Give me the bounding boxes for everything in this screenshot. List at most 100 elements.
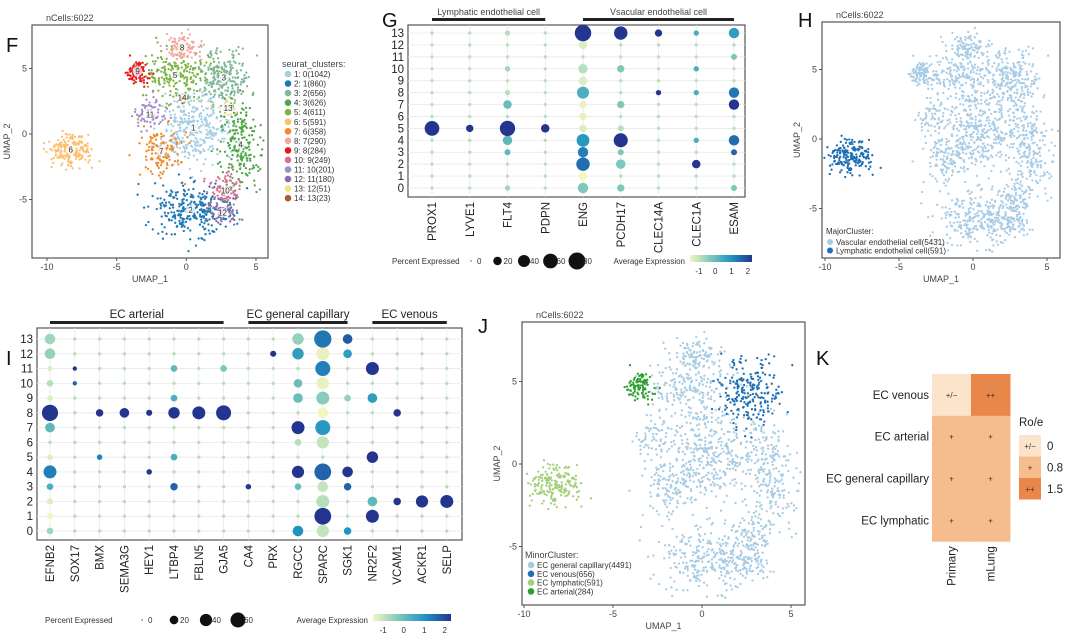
cell-point xyxy=(961,136,964,139)
cell-point xyxy=(1012,119,1015,122)
cell-point xyxy=(1034,158,1038,161)
cell-point xyxy=(979,83,982,86)
cell-point xyxy=(200,221,203,224)
cell-point xyxy=(976,204,979,207)
cell-point xyxy=(719,570,723,574)
cell-point xyxy=(168,147,171,151)
cell-point xyxy=(202,43,206,46)
cell-point xyxy=(197,141,200,144)
cell-point xyxy=(958,40,961,43)
cell-point xyxy=(1009,226,1012,229)
cell-point xyxy=(176,135,180,138)
cell-point xyxy=(941,40,944,44)
cell-point xyxy=(758,441,762,444)
cell-point xyxy=(928,64,931,67)
cell-point xyxy=(150,148,153,152)
cell-point xyxy=(866,150,870,154)
cell-point xyxy=(248,171,251,175)
cell-point xyxy=(706,569,709,572)
cell-point xyxy=(1022,212,1025,215)
cell-point xyxy=(213,195,217,199)
cell-point xyxy=(228,130,231,134)
cell-point xyxy=(204,72,208,75)
cell-point xyxy=(964,142,967,146)
cell-point xyxy=(233,149,236,152)
cell-point xyxy=(712,551,716,554)
cell-point xyxy=(962,151,965,155)
cell-point xyxy=(1006,194,1010,197)
cell-point xyxy=(188,71,191,74)
cell-point xyxy=(153,182,157,185)
cell-point xyxy=(931,87,934,91)
cell-point xyxy=(1033,169,1036,173)
cell-point xyxy=(162,140,165,144)
cell-point xyxy=(934,154,938,158)
cell-point xyxy=(849,151,852,155)
cell-point xyxy=(935,158,938,161)
cell-point xyxy=(759,483,763,486)
cell-point xyxy=(998,68,1002,72)
cell-point xyxy=(190,56,193,59)
cell-point xyxy=(171,147,174,150)
cell-point xyxy=(964,134,968,137)
cell-point xyxy=(228,143,231,147)
cell-point xyxy=(238,62,241,65)
cell-point xyxy=(938,109,941,112)
cell-point xyxy=(234,61,237,65)
cell-point xyxy=(706,471,710,474)
cell-point xyxy=(952,128,955,131)
cell-point xyxy=(1033,122,1036,126)
cell-point xyxy=(737,570,740,573)
cell-point xyxy=(219,85,223,88)
cell-point xyxy=(977,120,981,123)
cell-point xyxy=(674,552,678,556)
cell-point xyxy=(689,479,692,482)
cell-point xyxy=(939,35,943,39)
cell-point xyxy=(238,218,241,221)
legend-swatch xyxy=(284,89,292,97)
cell-point xyxy=(695,577,698,580)
cell-point xyxy=(948,84,952,87)
cell-point xyxy=(771,457,775,460)
cell-point xyxy=(671,594,674,598)
cell-point xyxy=(196,108,199,111)
cell-point xyxy=(994,117,997,120)
cell-point xyxy=(709,532,713,535)
cell-point xyxy=(934,129,937,133)
cell-point xyxy=(218,70,221,73)
cell-point xyxy=(1035,152,1039,156)
cell-point xyxy=(182,38,185,41)
cell-point xyxy=(169,113,172,117)
cell-point xyxy=(968,75,971,79)
cell-point xyxy=(697,460,701,463)
cell-point xyxy=(63,148,67,151)
cell-point xyxy=(176,92,179,95)
cell-point xyxy=(951,170,955,174)
cell-point xyxy=(228,48,231,51)
cell-point xyxy=(1030,165,1034,169)
cell-point xyxy=(772,454,776,457)
cell-point xyxy=(959,166,963,169)
cluster-label: 8 xyxy=(180,44,185,53)
cell-point xyxy=(1020,85,1024,89)
cell-point xyxy=(667,550,671,554)
cell-point xyxy=(140,130,143,133)
cell-point xyxy=(740,488,744,491)
cell-point xyxy=(710,389,713,392)
cell-point xyxy=(215,179,218,182)
cell-point xyxy=(205,207,209,210)
cell-point xyxy=(739,442,742,446)
cell-point xyxy=(722,542,725,545)
cell-point xyxy=(206,136,210,140)
cell-point xyxy=(192,149,195,152)
cell-point xyxy=(174,87,178,91)
cell-point xyxy=(175,225,178,228)
cell-point xyxy=(982,128,986,131)
cell-point xyxy=(163,65,166,68)
cell-point xyxy=(706,518,709,521)
cell-point xyxy=(52,156,56,160)
cell-point xyxy=(967,95,971,98)
cell-point xyxy=(736,465,739,468)
cell-point xyxy=(966,62,970,65)
